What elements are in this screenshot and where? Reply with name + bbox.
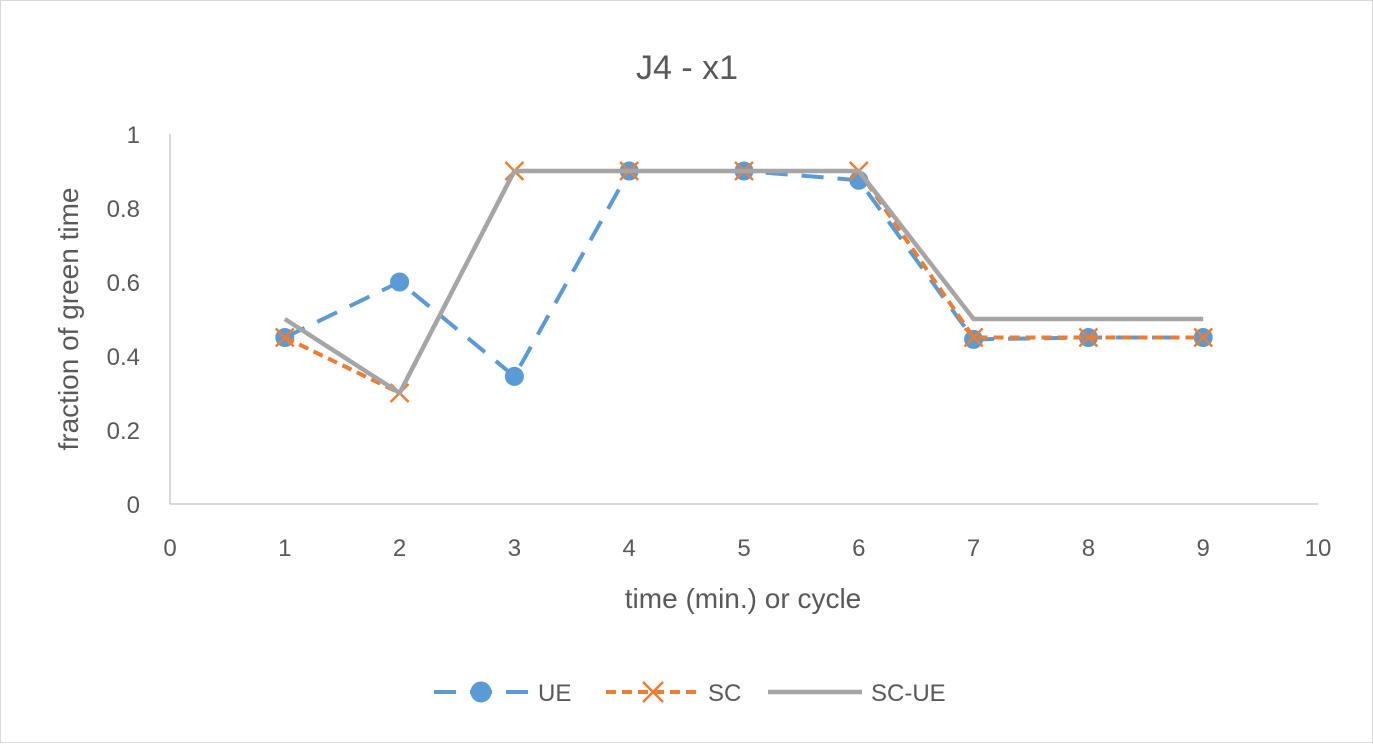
series-line-sc-ue	[283, 168, 1204, 396]
data-point-marker-sc	[274, 327, 295, 348]
series-sc	[274, 161, 1214, 403]
data-point-marker-sc	[963, 327, 984, 348]
x-tick-label: 0	[163, 535, 176, 562]
x-tick-label: 2	[393, 535, 406, 562]
series-line-sc	[283, 169, 1204, 395]
axes	[169, 134, 1318, 505]
data-point-marker-ue	[470, 681, 492, 703]
x-tick-label: 4	[623, 535, 636, 562]
y-tick-label: 0.4	[107, 344, 140, 371]
x-axis-label: time (min.) or cycle	[625, 583, 861, 614]
data-point-marker-sc	[1078, 327, 1099, 348]
y-tick-label: 0.2	[107, 418, 140, 445]
data-point-marker-sc	[642, 681, 664, 703]
y-tick-label: 0	[127, 492, 140, 519]
legend: UE SC SC-UE	[434, 680, 946, 707]
plot-series	[274, 161, 1214, 403]
legend-label-sc-ue: SC-UE	[871, 680, 946, 707]
x-tick-label: 8	[1082, 535, 1095, 562]
legend-item-sc-ue: SC-UE	[768, 680, 946, 707]
y-tick-label: 0.8	[107, 196, 140, 223]
series-ue	[275, 161, 1213, 386]
legend-label-ue: UE	[538, 680, 571, 707]
y-axis-label: fraction of green time	[53, 187, 84, 450]
y-tick-label: 0.6	[107, 270, 140, 297]
legend-item-ue: UE	[434, 680, 571, 707]
x-tick-label: 3	[508, 535, 521, 562]
y-tick-labels: 0 0.2 0.4 0.6 0.8 1	[107, 122, 140, 519]
x-tick-labels: 0 1 2 3 4 5 6 7 8 9 10	[163, 535, 1331, 562]
data-point-marker-sc	[1193, 327, 1214, 348]
y-tick-label: 1	[127, 122, 140, 149]
series-sc-ue	[283, 168, 1204, 396]
x-tick-label: 1	[278, 535, 291, 562]
data-point-marker-ue	[390, 272, 410, 292]
x-tick-label: 7	[967, 535, 980, 562]
legend-item-sc: SC	[606, 680, 741, 707]
legend-label-sc: SC	[708, 680, 741, 707]
x-tick-label: 9	[1197, 535, 1210, 562]
chart-title: J4 - x1	[636, 49, 738, 87]
x-tick-label: 6	[852, 535, 865, 562]
x-tick-label: 5	[737, 535, 750, 562]
x-tick-label: 10	[1305, 535, 1332, 562]
data-point-marker-ue	[504, 366, 524, 386]
